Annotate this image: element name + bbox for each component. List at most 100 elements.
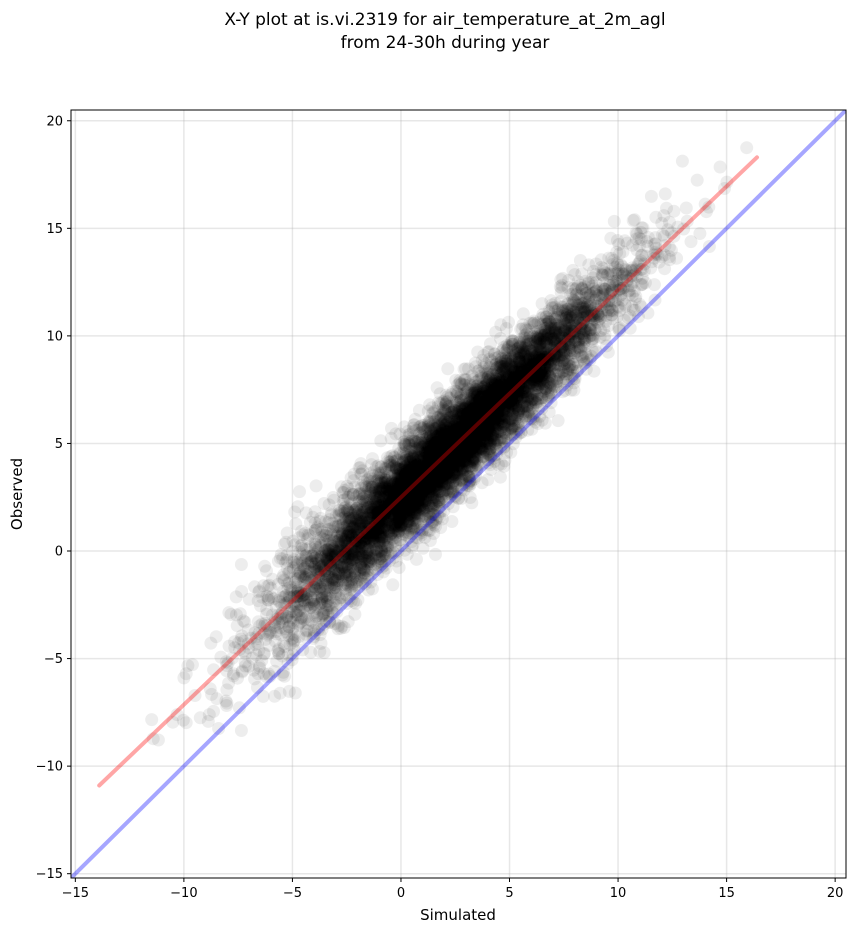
- scatter-point: [451, 459, 465, 473]
- scatter-point: [506, 362, 520, 376]
- scatter-point: [276, 590, 290, 604]
- scatter-point: [403, 435, 417, 448]
- grid: [71, 110, 846, 878]
- scatter-point: [382, 488, 396, 502]
- scatter-point: [447, 455, 461, 469]
- scatter-point: [360, 550, 374, 564]
- scatter-point: [550, 375, 564, 388]
- scatter-point: [356, 554, 370, 568]
- scatter-point: [470, 432, 484, 445]
- scatter-point: [434, 521, 448, 534]
- scatter-point: [500, 373, 514, 386]
- scatter-point: [437, 402, 451, 416]
- scatter-point: [504, 393, 518, 407]
- scatter-point: [310, 573, 324, 587]
- scatter-point: [338, 578, 352, 592]
- scatter-point: [608, 260, 622, 274]
- scatter-point: [487, 386, 501, 399]
- scatter-point: [434, 478, 448, 492]
- scatter-point: [434, 465, 448, 479]
- scatter-point: [501, 380, 515, 394]
- scatter-point: [408, 489, 422, 503]
- scatter-point: [494, 381, 508, 394]
- scatter-point: [428, 473, 442, 487]
- scatter-point: [409, 497, 423, 511]
- scatter-point: [511, 342, 525, 356]
- scatter-point: [505, 421, 519, 435]
- scatter-point: [416, 523, 430, 537]
- scatter-point: [430, 474, 444, 488]
- scatter-point: [601, 303, 615, 317]
- scatter-point: [527, 373, 541, 387]
- scatter-point: [536, 360, 550, 374]
- scatter-point: [403, 474, 417, 488]
- scatter-point: [400, 492, 414, 506]
- scatter-point: [320, 589, 334, 603]
- scatter-point: [486, 387, 500, 401]
- scatter-point: [354, 569, 368, 583]
- scatter-point: [410, 510, 424, 523]
- scatter-point: [418, 483, 432, 497]
- scatter-point: [465, 427, 479, 441]
- scatter-point: [299, 611, 313, 625]
- scatter-point: [308, 516, 322, 530]
- scatter-point: [423, 467, 436, 481]
- scatter-point: [640, 235, 654, 248]
- scatter-point: [479, 357, 493, 371]
- scatter-point: [373, 536, 387, 550]
- scatter-point: [380, 522, 394, 536]
- scatter-point: [431, 477, 445, 491]
- scatter-point: [458, 443, 472, 457]
- scatter-point: [416, 462, 429, 476]
- scatter-point: [299, 568, 313, 582]
- scatter-point: [427, 484, 441, 498]
- scatter-point: [357, 505, 371, 519]
- scatter-point: [392, 474, 406, 488]
- scatter-point: [234, 558, 248, 571]
- scatter-point: [433, 422, 447, 436]
- scatter-point: [328, 563, 342, 576]
- scatter-point: [332, 507, 346, 521]
- scatter-point: [542, 376, 556, 390]
- scatter-point: [274, 628, 288, 642]
- scatter-point: [547, 321, 561, 335]
- scatter-point: [541, 312, 555, 326]
- scatter-point: [537, 362, 551, 376]
- scatter-point: [408, 490, 422, 504]
- scatter-point: [551, 365, 565, 379]
- scatter-point: [366, 535, 380, 549]
- scatter-point: [534, 328, 548, 342]
- scatter-point: [535, 362, 549, 376]
- scatter-point: [224, 608, 238, 621]
- scatter-point: [414, 469, 428, 483]
- scatter-point: [479, 423, 493, 437]
- scatter-point: [537, 329, 551, 343]
- scatter-point: [327, 562, 341, 576]
- scatter-point: [348, 503, 362, 517]
- scatter-point: [463, 405, 477, 419]
- scatter-point: [544, 358, 557, 372]
- scatter-point: [410, 469, 424, 482]
- scatter-point: [437, 452, 451, 466]
- scatter-point: [241, 623, 255, 637]
- scatter-point: [337, 560, 351, 574]
- scatter-point: [372, 508, 386, 522]
- scatter-point: [464, 445, 478, 459]
- scatter-point: [536, 369, 550, 383]
- scatter-point: [378, 481, 391, 495]
- scatter-point: [443, 461, 457, 475]
- scatter-point: [361, 516, 375, 530]
- scatter-point: [512, 355, 526, 369]
- scatter-point: [637, 264, 651, 278]
- scatter-point: [310, 552, 324, 566]
- scatter-point: [422, 454, 436, 467]
- scatter-point: [205, 687, 219, 701]
- scatter-point: [574, 305, 588, 319]
- scatter-point: [356, 492, 370, 506]
- scatter-point: [257, 626, 271, 640]
- scatter-point: [370, 512, 384, 526]
- scatter-point: [417, 467, 430, 481]
- scatter-point: [409, 514, 423, 528]
- scatter-point: [298, 595, 312, 609]
